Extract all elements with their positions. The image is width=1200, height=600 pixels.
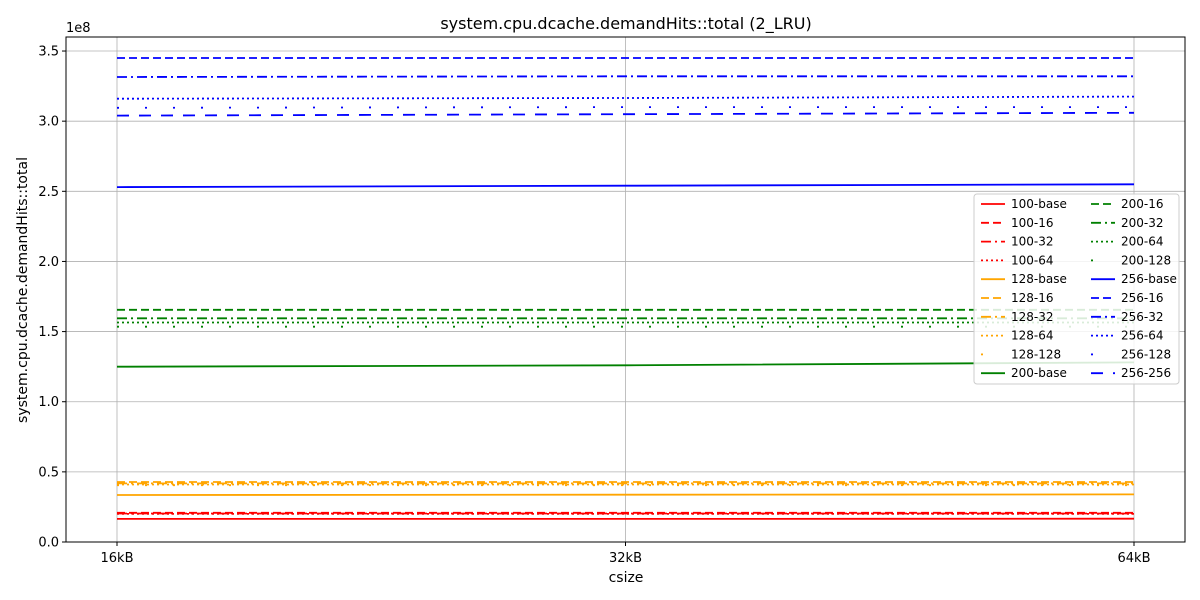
legend-label-256-32: 256-32 xyxy=(1121,310,1164,324)
series-line-256-256 xyxy=(116,111,1135,117)
series-line-256-32 xyxy=(116,75,1134,78)
legend-label-128-16: 128-16 xyxy=(1011,291,1054,305)
legend-label-100-32: 100-32 xyxy=(1011,235,1054,249)
legend-label-256-128: 256-128 xyxy=(1121,347,1171,361)
y-tick-label: 3.0 xyxy=(38,115,59,130)
legend-label-100-base: 100-base xyxy=(1011,197,1067,211)
y-tick-label: 0.0 xyxy=(38,536,59,551)
legend-label-128-128: 128-128 xyxy=(1011,347,1061,361)
legend-label-200-16: 200-16 xyxy=(1121,197,1164,211)
legend-label-100-64: 100-64 xyxy=(1011,253,1054,267)
y-axis-exponent: 1e8 xyxy=(66,21,91,36)
series-line-256-128 xyxy=(116,106,1134,109)
y-tick-label: 2.5 xyxy=(38,185,59,200)
legend-label-128-32: 128-32 xyxy=(1011,310,1054,324)
legend-label-256-base: 256-base xyxy=(1121,272,1177,286)
x-axis-label: csize xyxy=(609,570,644,586)
series-layer xyxy=(116,57,1135,520)
chart-title: system.cpu.dcache.demandHits::total (2_L… xyxy=(440,14,811,34)
legend-box xyxy=(973,193,1180,385)
legend-label-128-base: 128-base xyxy=(1011,272,1067,286)
legend-label-200-base: 200-base xyxy=(1011,366,1067,380)
series-line-256-base xyxy=(116,183,1135,189)
x-tick-label: 64kB xyxy=(1118,551,1151,566)
legend-label-256-64: 256-64 xyxy=(1121,329,1164,343)
legend-label-100-16: 100-16 xyxy=(1011,216,1054,230)
x-tick-label: 16kB xyxy=(101,551,134,566)
x-tick-label: 32kB xyxy=(609,551,642,566)
series-line-128-base xyxy=(116,493,1135,496)
legend: 100-base 100-16 100-32 100-64 128-base 128-16… xyxy=(973,193,1180,385)
legend-label-256-16: 256-16 xyxy=(1121,291,1164,305)
y-tick-label: 0.5 xyxy=(38,465,59,480)
y-tick-label: 1.5 xyxy=(38,325,59,340)
legend-label-200-64: 200-64 xyxy=(1121,235,1164,249)
legend-label-200-128: 200-128 xyxy=(1121,253,1171,267)
y-tick-label: 1.0 xyxy=(38,395,59,410)
x-axis: 16kB 32kB 64kB xyxy=(101,542,1151,566)
y-axis-label: system.cpu.dcache.demandHits::total xyxy=(15,157,31,423)
y-tick-label: 2.0 xyxy=(38,255,59,270)
legend-label-256-256: 256-256 xyxy=(1121,366,1171,380)
series-line-200-base xyxy=(116,361,1135,368)
y-axis: 0.0 0.5 1.0 1.5 2.0 2.5 3.0 3.5 xyxy=(38,45,66,551)
legend-label-128-64: 128-64 xyxy=(1011,329,1054,343)
y-tick-label: 3.5 xyxy=(38,45,59,60)
legend-label-200-32: 200-32 xyxy=(1121,216,1164,230)
